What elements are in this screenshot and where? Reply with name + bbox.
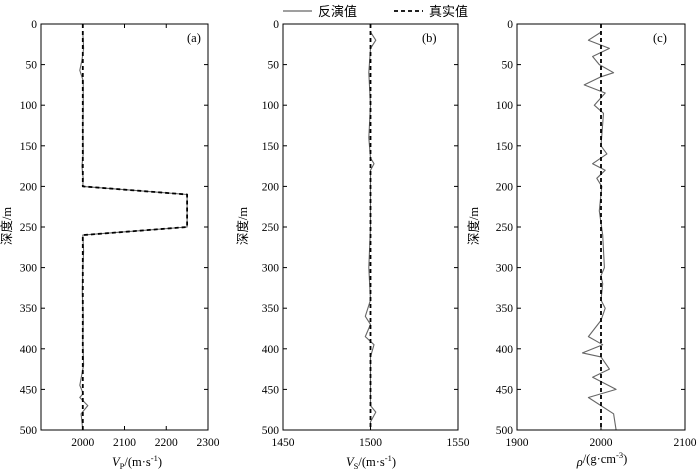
panel-a-xlabel-end: ) (158, 455, 162, 469)
panel-a-xtick-label: 2200 (155, 437, 178, 449)
panel-a-xtick-label: 2100 (113, 437, 136, 449)
panel-b-ytick-label: 200 (262, 181, 280, 193)
panel-a-ytick-label: 200 (20, 181, 38, 193)
panel-c: 深度/m (c) ρ/(g·cm-3) 0 50 100 150 200 250 300 35… (466, 19, 697, 469)
legend: 反演值 真实值 (283, 4, 468, 19)
panel-a-xlabel: VP/(m·s-1) (112, 453, 162, 471)
panel-c-ytick-label: 350 (496, 303, 514, 315)
panel-c-xlabel-end: ) (623, 452, 627, 466)
panel-a-ytick-label: 0 (31, 19, 37, 31)
panel-a-ytick-label: 250 (20, 222, 38, 234)
panel-a-label: (a) (187, 31, 201, 45)
panel-a-xtick-label: 2000 (71, 437, 94, 449)
panel-c-xlabel: ρ/(g·cm-3) (576, 450, 628, 469)
panel-c-ytick-label: 150 (496, 141, 514, 153)
panel-a-ylabel: 深度/m (0, 207, 14, 245)
panel-c-xlabel-sup: -3 (616, 450, 623, 460)
panel-c-ytick-label: 50 (502, 60, 514, 72)
panel-b-ytick-label: 450 (262, 384, 280, 396)
panel-c-ytick-label: 0 (507, 19, 513, 31)
panel-c-xtick-label: 2000 (590, 437, 613, 449)
panel-a-ytick-label: 150 (20, 141, 38, 153)
panel-a-ytick-label: 400 (20, 344, 38, 356)
legend-inversion-label: 反演值 (318, 4, 357, 19)
panel-b: 深度/m (b) VS/(m·s-1) 0 50 100 150 200 250 300 35… (235, 19, 470, 471)
panel-c-ytick-label: 450 (496, 384, 514, 396)
panel-b-label: (b) (422, 31, 437, 45)
panel-b-ytick-label: 350 (262, 303, 280, 315)
panel-c-ytick-label: 200 (496, 181, 514, 193)
panel-b-ylabel: 深度/m (235, 207, 250, 245)
panel-c-ylabel: 深度/m (466, 207, 481, 245)
panel-b-xlabel-sup: -1 (385, 453, 392, 463)
panel-b-ytick-label: 300 (262, 263, 280, 275)
panel-c-label: (c) (653, 31, 667, 45)
panel-a-xtick-label: 2300 (197, 437, 220, 449)
panel-b-xlabel-end: ) (392, 455, 396, 469)
legend-true-label: 真实值 (429, 4, 468, 19)
panel-a-ytick-label: 450 (20, 384, 38, 396)
panel-b-ytick-label: 50 (268, 60, 280, 72)
panel-a-ytick-label: 350 (20, 303, 38, 315)
panel-b-xlabel-sub: S (354, 461, 359, 471)
panel-a-xlabel-symbol: V (112, 455, 121, 469)
panel-c-xlabel-rest: /(g·cm (583, 452, 617, 466)
panel-a-xlabel-sup: -1 (151, 453, 158, 463)
panel-a-ytick-label: 300 (20, 263, 38, 275)
panel-a-ytick-label: 500 (20, 425, 38, 437)
panel-b-xlabel: VS/(m·s-1) (346, 453, 396, 471)
panel-b-ytick-label: 0 (273, 19, 279, 31)
panel-a-ytick-label: 50 (26, 60, 38, 72)
panel-c-ytick-label: 250 (496, 222, 514, 234)
panel-b-ytick-label: 100 (262, 100, 280, 112)
panel-c-ytick-label: 300 (496, 263, 514, 275)
panel-b-xtick-label: 1450 (272, 437, 295, 449)
panel-b-ytick-label: 150 (262, 141, 280, 153)
panel-b-ytick-label: 400 (262, 344, 280, 356)
panel-b-ytick-label: 500 (262, 425, 280, 437)
panel-b-ytick-label: 250 (262, 222, 280, 234)
panel-b-xlabel-rest: /(m·s (358, 455, 385, 469)
panel-b-xlabel-symbol: V (346, 455, 355, 469)
panel-a-ytick-label: 100 (20, 100, 38, 112)
panel-a-xlabel-sub: P (120, 461, 125, 471)
panel-b-xtick-label: 1550 (447, 437, 470, 449)
panel-c-xtick-label: 1900 (506, 437, 529, 449)
panel-c-ytick-label: 500 (496, 425, 514, 437)
panel-a-xlabel-rest: /(m·s (124, 455, 151, 469)
panel-c-ytick-label: 100 (496, 100, 514, 112)
panel-a-true-series (81, 24, 189, 430)
panel-a: 深度/m (a) VP/(m·s-1) 0 50 100 150 200 250 300 35… (0, 19, 220, 471)
panel-c-xlabel-symbol: ρ (576, 455, 583, 469)
panel-c-ytick-label: 400 (496, 344, 514, 356)
panel-b-xtick-label: 1500 (359, 437, 382, 449)
panel-c-inversion-series (581, 31, 617, 431)
panel-c-xtick-label: 2100 (674, 437, 697, 449)
